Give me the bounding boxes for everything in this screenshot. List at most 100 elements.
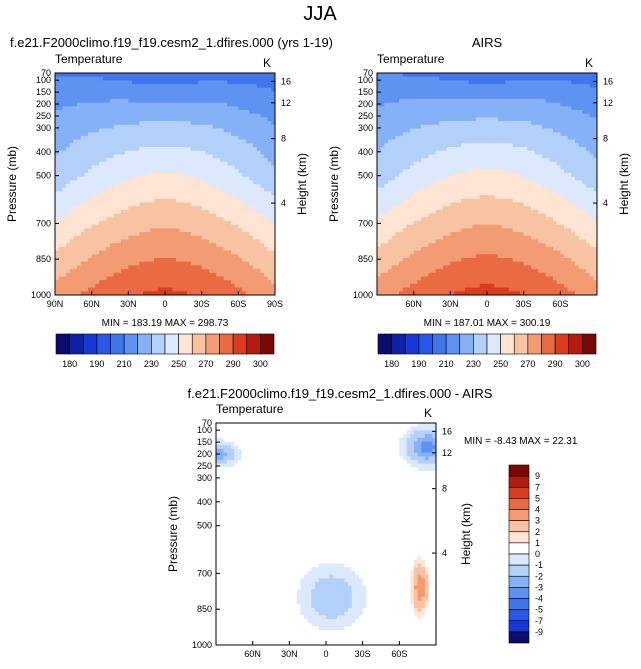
contour-cell [132,287,137,292]
contour-cell [498,95,503,100]
contour-cell [179,239,184,244]
contour-cell [571,110,576,115]
contour-cell [242,232,247,237]
contour-cell [479,128,484,133]
contour-cell [77,198,82,204]
contour-cell [494,102,499,107]
contour-cell [479,132,484,137]
contour-cell [454,110,459,115]
contour-cell [454,143,459,148]
contour-cell [73,261,78,266]
contour-cell [424,98,429,104]
contour-cell [91,198,96,204]
contour-cell [106,206,111,211]
contour-cell [395,139,400,144]
contour-cell [395,84,400,89]
contour-cell [157,283,162,289]
contour-cell [154,235,159,241]
contour-cell [150,202,155,207]
contour-cell [231,161,236,167]
contour-cell [179,187,184,192]
contour-cell [113,98,118,104]
contour-cell [73,128,78,133]
contour-cell [205,132,210,137]
contour-cell [190,117,195,122]
contour-cell [479,87,484,93]
contour-cell [413,84,418,89]
contour-cell [567,80,572,85]
contour-cell [238,232,243,237]
contour-cell [124,228,129,233]
contour-cell [135,147,140,152]
contour-cell [395,91,400,96]
contour-cell [249,217,254,222]
contour-cell [567,143,572,148]
contour-cell [505,84,510,89]
contour-cell [490,150,495,155]
contour-cell [564,110,569,115]
contour-cell [95,272,100,278]
contour-cell [238,176,243,181]
contour-cell [139,269,144,274]
contour-cell [564,117,569,122]
contour-cell [231,191,236,196]
contour-cell [121,243,126,248]
contour-cell [571,132,576,137]
contour-cell [91,291,96,295]
contour-cell [121,287,126,292]
contour-cell [264,191,269,196]
contour-cell [545,132,550,137]
contour-cell [146,209,151,215]
contour-cell [271,258,275,263]
contour-cell [220,269,225,274]
contour-cell [523,80,528,85]
contour-cell [556,128,561,133]
contour-cell [501,87,506,93]
contour-cell [388,106,393,111]
contour-cell [560,128,565,133]
contour-cell [435,76,440,81]
contour-cell [264,161,269,167]
contour-cell [238,280,243,285]
contour-cell [95,165,100,170]
contour-cell [165,135,170,141]
contour-cell [520,124,525,130]
contour-cell [172,98,177,104]
contour-cell [198,265,203,270]
contour-cell [234,161,239,167]
contour-cell [124,235,129,241]
contour-cell [578,102,583,107]
contour-cell [176,139,181,144]
contour-cell [509,106,514,111]
contour-cell [242,224,247,229]
contour-cell [187,176,192,181]
contour-cell [110,150,115,155]
contour-cell [88,265,93,270]
contour-cell [542,121,547,126]
contour-cell [139,217,144,222]
contour-cell [124,124,129,130]
contour-cell [161,80,166,85]
contour-cell [110,128,115,133]
contour-cell [117,250,122,255]
contour-cell [113,258,118,263]
contour-cell [154,272,159,278]
contour-cell [446,84,451,89]
contour-cell [132,135,137,141]
contour-cell [205,73,210,78]
contour-cell [527,80,532,85]
contour-cell [435,73,440,78]
contour-cell [556,143,561,148]
contour-cell [377,95,382,100]
contour-cell [194,135,199,141]
contour-cell [406,73,411,78]
contour-cell [234,198,239,204]
contour-cell [58,265,63,270]
contour-cell [567,87,572,93]
contour-cell [139,158,144,163]
contour-cell [205,202,210,207]
contour-cell [201,209,206,215]
contour-cell [66,76,71,81]
contour-cell [69,232,74,237]
contour-cell [77,213,82,218]
